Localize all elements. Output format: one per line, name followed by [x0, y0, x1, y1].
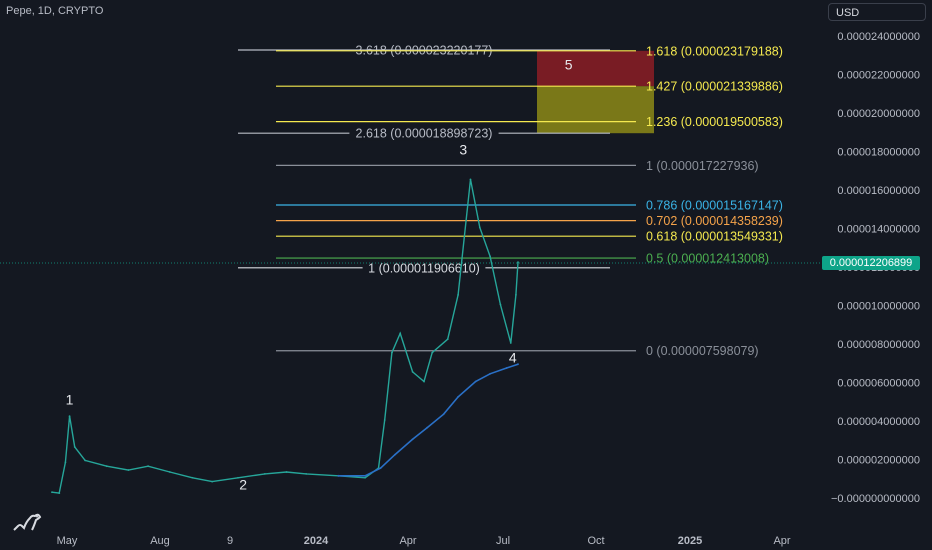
- series-0-point-19: [383, 419, 386, 421]
- series-1-point-9: [489, 372, 492, 375]
- wave-labels: 1 2 3 4 5: [66, 57, 573, 493]
- series-0-point-17: [364, 476, 366, 479]
- wave-label-2: 2: [239, 476, 247, 492]
- series-0-point-13: [263, 473, 266, 475]
- series-0-point-10: [191, 476, 194, 479]
- series-line-1: [338, 363, 519, 477]
- series-1-point-10: [505, 367, 508, 369]
- series-0-point-20: [391, 351, 393, 354]
- series-0-point-11: [211, 480, 214, 483]
- series-1-point-11: [517, 363, 519, 366]
- fibonacci-levels: 3.618 (0.000023220177) 1.618 (0.000023179…: [238, 44, 783, 358]
- wave-label-4: 4: [509, 349, 517, 365]
- series-0-point-15: [305, 473, 308, 475]
- series-0-point-22: [411, 370, 414, 373]
- series-0-point-26: [457, 293, 459, 296]
- currency-selector[interactable]: USD: [828, 3, 926, 21]
- series-1-point-3: [394, 453, 396, 456]
- wave-label-1: 1: [66, 392, 74, 408]
- series-0-point-9: [168, 471, 171, 473]
- series-0-point-7: [127, 469, 130, 471]
- y-tick-11: 0.000002000000: [837, 455, 920, 467]
- series-1-point-6: [442, 413, 445, 416]
- chart-series: [0, 178, 822, 495]
- y-tick-8: 0.000008000000: [837, 339, 920, 351]
- fib-label-1: 1.618 (0.000023179188): [646, 44, 783, 58]
- chart-title: Pepe, 1D, CRYPTO: [6, 5, 104, 17]
- series-0-point-24: [431, 351, 434, 354]
- x-tick-8: Apr: [773, 535, 790, 547]
- target-zone-0: [537, 50, 654, 87]
- y-tick-5: 0.000014000000: [837, 224, 920, 236]
- x-tick-2: 9: [227, 535, 233, 547]
- time-axis: May Aug 9 2024 Apr Jul Oct 2025 Apr: [57, 535, 791, 547]
- series-1-point-8: [474, 380, 477, 383]
- series-0-point-1: [58, 492, 61, 495]
- series-0-point-14: [285, 471, 288, 473]
- series-1-point-1: [364, 474, 366, 477]
- x-tick-7: 2025: [678, 535, 702, 547]
- series-0-point-3: [68, 415, 71, 418]
- series-0-point-21: [399, 332, 402, 335]
- fib-label-9: 0.5 (0.000012413008): [646, 252, 769, 266]
- series-0-point-25: [446, 338, 449, 341]
- series-1-point-5: [426, 426, 428, 429]
- y-tick-9: 0.000006000000: [837, 378, 920, 390]
- y-tick-2: 0.000020000000: [837, 108, 920, 120]
- series-0-point-5: [84, 459, 86, 462]
- x-tick-4: Apr: [399, 535, 416, 547]
- wave-label-5: 5: [565, 57, 573, 73]
- fib-label-10: 1 (0.000011906610): [368, 261, 480, 275]
- series-0-point-0: [51, 491, 53, 494]
- series-0-point-31: [509, 342, 512, 344]
- series-1-point-4: [411, 438, 414, 441]
- series-0-point-32: [515, 293, 517, 296]
- target-zones: [537, 50, 654, 134]
- y-tick-12: −0.000000000000: [831, 493, 920, 505]
- y-tick-10: 0.000004000000: [837, 416, 920, 428]
- series-line-0: [51, 179, 519, 494]
- series-0-point-4: [73, 446, 76, 448]
- series-0-point-28: [478, 226, 481, 229]
- series-0-point-12: [237, 476, 239, 479]
- y-tick-1: 0.000022000000: [837, 70, 920, 82]
- fib-label-3: 1.236 (0.000019500583): [646, 115, 783, 129]
- price-axis: 0.000024000000 0.000022000000 0.0000200000…: [831, 31, 920, 505]
- series-0-point-27: [469, 178, 472, 181]
- x-tick-1: Aug: [150, 535, 170, 547]
- fib-label-5: 1 (0.000017227936): [646, 159, 759, 173]
- series-0-point-30: [499, 303, 502, 306]
- fib-label-7: 0.702 (0.000014358239): [646, 214, 783, 228]
- y-tick-7: 0.000010000000: [837, 301, 920, 313]
- x-tick-5: Jul: [496, 535, 510, 547]
- current-price-tag: 0.000012206899: [822, 256, 920, 270]
- series-0-point-29: [489, 255, 492, 258]
- series-1-point-2: [379, 467, 382, 470]
- x-tick-6: Oct: [587, 535, 604, 547]
- wave-label-3: 3: [459, 141, 467, 157]
- series-0-point-23: [423, 380, 425, 383]
- x-tick-0: May: [57, 535, 78, 547]
- fib-label-6: 0.786 (0.000015167147): [646, 199, 783, 213]
- series-0-point-8: [147, 465, 149, 468]
- series-0-point-6: [105, 465, 108, 468]
- series-1-point-0: [337, 474, 340, 477]
- series-1-point-7: [457, 396, 459, 398]
- fib-label-4: 2.618 (0.000018898723): [356, 127, 493, 141]
- y-tick-3: 0.000018000000: [837, 147, 920, 159]
- fib-label-11: 0 (0.000007598079): [646, 344, 759, 358]
- tradingview-logo-icon[interactable]: [12, 508, 44, 539]
- series-0-point-2: [64, 461, 67, 464]
- series-0-point-33: [517, 261, 519, 264]
- fib-label-8: 0.618 (0.000013549331): [646, 230, 783, 244]
- fib-label-2: 1.427 (0.000021339886): [646, 80, 783, 94]
- y-tick-0: 0.000024000000: [837, 31, 920, 43]
- target-zone-1: [537, 86, 654, 134]
- x-tick-3: 2024: [304, 535, 329, 547]
- y-tick-4: 0.000016000000: [837, 185, 920, 197]
